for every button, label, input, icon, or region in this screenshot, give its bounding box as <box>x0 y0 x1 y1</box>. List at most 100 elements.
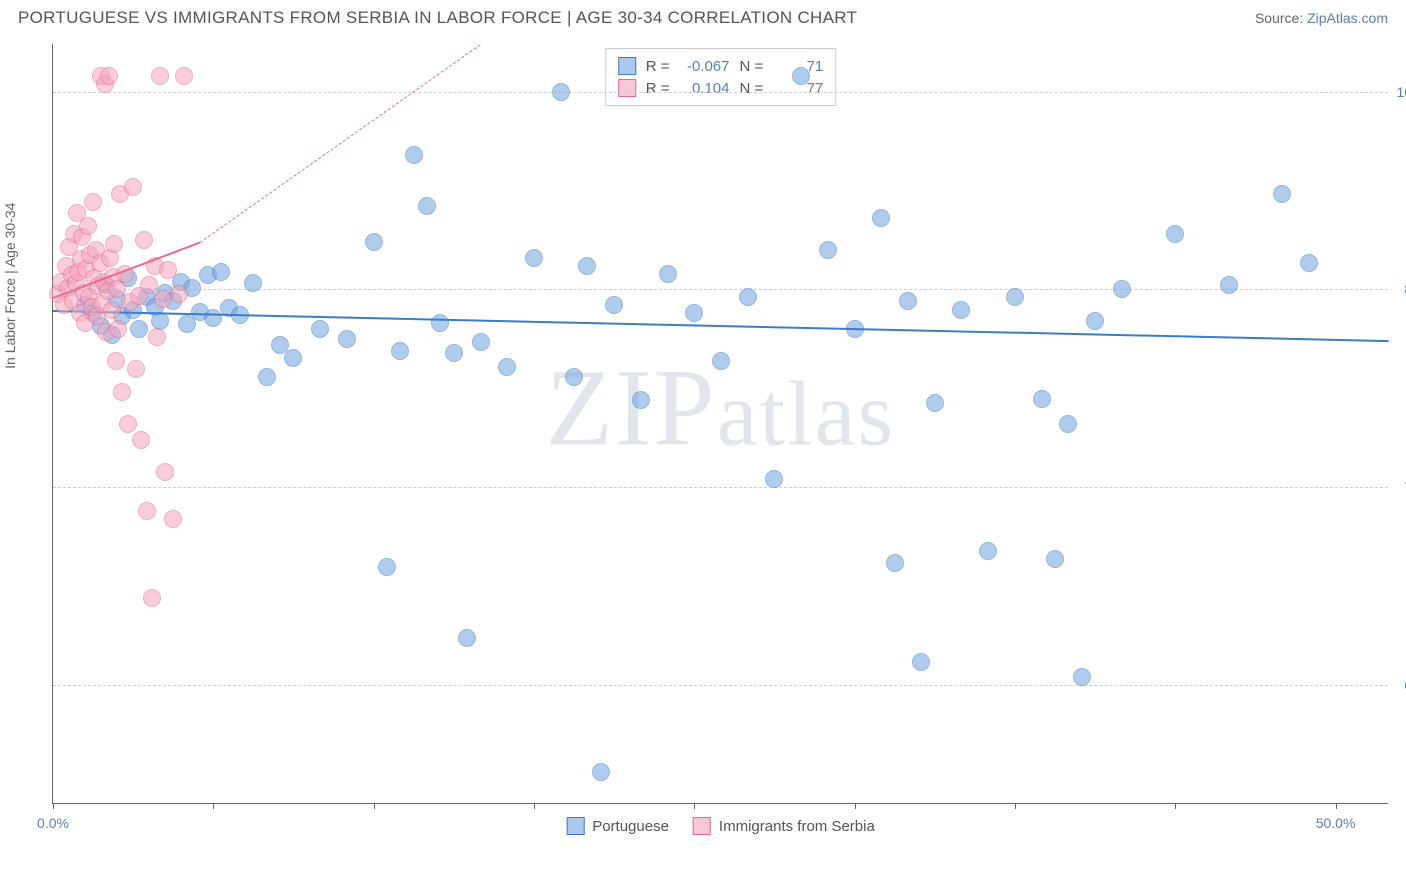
data-point <box>685 304 703 322</box>
data-point <box>124 178 142 196</box>
data-point <box>1046 550 1064 568</box>
source-label: Source: <box>1255 10 1303 26</box>
chart-title: PORTUGUESE VS IMMIGRANTS FROM SERBIA IN … <box>18 8 857 28</box>
data-point <box>138 502 156 520</box>
data-point <box>378 558 396 576</box>
data-point <box>135 231 153 249</box>
x-tick <box>534 803 535 809</box>
legend-series: Portuguese Immigrants from Serbia <box>566 817 875 835</box>
data-point <box>979 542 997 560</box>
x-tick <box>1015 803 1016 809</box>
data-point <box>952 301 970 319</box>
legend-swatch <box>693 817 711 835</box>
data-point <box>1220 276 1238 294</box>
data-point <box>132 431 150 449</box>
data-point <box>886 554 904 572</box>
data-point <box>100 67 118 85</box>
x-tick <box>213 803 214 809</box>
data-point <box>79 217 97 235</box>
data-point <box>212 263 230 281</box>
data-point <box>164 510 182 528</box>
data-point <box>103 301 121 319</box>
data-point <box>107 352 125 370</box>
data-point <box>130 320 148 338</box>
data-point <box>912 653 930 671</box>
gridline <box>53 685 1388 686</box>
data-point <box>819 241 837 259</box>
source: Source: ZipAtlas.com <box>1255 10 1388 26</box>
legend-row: R =0.104N =77 <box>618 77 824 99</box>
gridline <box>53 92 1388 93</box>
legend-r-label: R = <box>646 80 670 97</box>
data-point <box>1073 668 1091 686</box>
data-point <box>175 67 193 85</box>
data-point <box>552 83 570 101</box>
legend-swatch <box>618 79 636 97</box>
data-point <box>1059 415 1077 433</box>
data-point <box>445 344 463 362</box>
header: PORTUGUESE VS IMMIGRANTS FROM SERBIA IN … <box>0 0 1406 34</box>
x-tick <box>53 803 54 809</box>
legend-swatch <box>566 817 584 835</box>
legend-swatch <box>618 57 636 75</box>
data-point <box>525 249 543 267</box>
data-point <box>472 333 490 351</box>
data-point <box>105 235 123 253</box>
trend-line <box>53 310 1389 342</box>
y-tick-label: 100.0% <box>1392 84 1406 100</box>
legend-item: Portuguese <box>566 817 669 835</box>
data-point <box>926 394 944 412</box>
data-point <box>159 261 177 279</box>
data-point <box>140 276 158 294</box>
data-point <box>765 470 783 488</box>
data-point <box>578 257 596 275</box>
data-point <box>1113 280 1131 298</box>
x-tick <box>694 803 695 809</box>
data-point <box>113 383 131 401</box>
data-point <box>1273 185 1291 203</box>
x-tick <box>1175 803 1176 809</box>
x-tick <box>374 803 375 809</box>
data-point <box>605 296 623 314</box>
data-point <box>1006 288 1024 306</box>
data-point <box>1300 254 1318 272</box>
data-point <box>391 342 409 360</box>
data-point <box>1086 312 1104 330</box>
data-point <box>632 391 650 409</box>
data-point <box>899 292 917 310</box>
x-tick-label: 0.0% <box>37 815 69 831</box>
data-point <box>1033 390 1051 408</box>
x-tick-label: 50.0% <box>1316 815 1356 831</box>
y-tick-label: 62.5% <box>1392 677 1406 693</box>
x-tick <box>1336 803 1337 809</box>
data-point <box>418 197 436 215</box>
legend-label: Portuguese <box>592 818 669 835</box>
data-point <box>284 349 302 367</box>
data-point <box>84 193 102 211</box>
y-tick-label: 75.0% <box>1392 479 1406 495</box>
legend-r-value: 0.104 <box>680 80 730 97</box>
data-point <box>365 233 383 251</box>
y-tick-label: 87.5% <box>1392 281 1406 297</box>
gridline <box>53 487 1388 488</box>
legend-n-label: N = <box>740 80 764 97</box>
data-point <box>872 209 890 227</box>
data-point <box>712 352 730 370</box>
data-point <box>592 763 610 781</box>
data-point <box>311 320 329 338</box>
legend-r-label: R = <box>646 58 670 75</box>
y-axis-label: In Labor Force | Age 30-34 <box>2 203 18 369</box>
data-point <box>431 314 449 332</box>
data-point <box>119 415 137 433</box>
data-point <box>659 265 677 283</box>
legend-label: Immigrants from Serbia <box>719 818 875 835</box>
data-point <box>170 285 188 303</box>
data-point <box>151 67 169 85</box>
data-point <box>498 358 516 376</box>
source-link[interactable]: ZipAtlas.com <box>1307 10 1388 26</box>
data-point <box>148 328 166 346</box>
plot-area: ZIPatlas R =-0.067N =71R =0.104N =77 Por… <box>52 44 1388 804</box>
data-point <box>127 360 145 378</box>
data-point <box>338 330 356 348</box>
legend-item: Immigrants from Serbia <box>693 817 875 835</box>
